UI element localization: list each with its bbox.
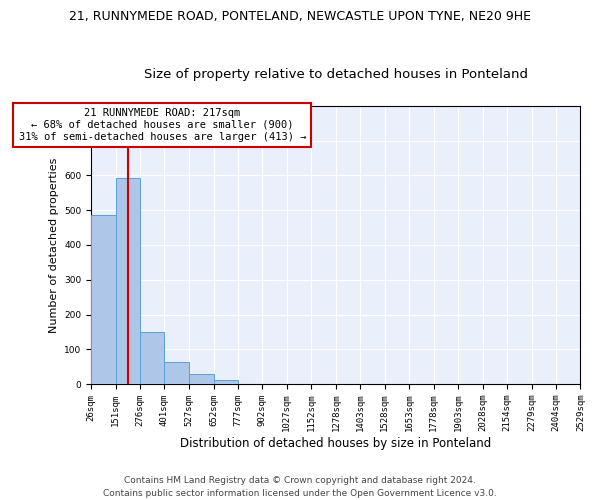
Y-axis label: Number of detached properties: Number of detached properties — [49, 157, 59, 332]
Bar — [140, 332, 164, 384]
X-axis label: Distribution of detached houses by size in Ponteland: Distribution of detached houses by size … — [180, 437, 491, 450]
Bar — [116, 178, 140, 384]
Text: 21, RUNNYMEDE ROAD, PONTELAND, NEWCASTLE UPON TYNE, NE20 9HE: 21, RUNNYMEDE ROAD, PONTELAND, NEWCASTLE… — [69, 10, 531, 23]
Bar — [214, 380, 238, 384]
Bar — [189, 374, 214, 384]
Text: Contains HM Land Registry data © Crown copyright and database right 2024.
Contai: Contains HM Land Registry data © Crown c… — [103, 476, 497, 498]
Bar — [164, 362, 189, 384]
Title: Size of property relative to detached houses in Ponteland: Size of property relative to detached ho… — [144, 68, 528, 81]
Bar — [91, 214, 116, 384]
Text: 21 RUNNYMEDE ROAD: 217sqm
← 68% of detached houses are smaller (900)
31% of semi: 21 RUNNYMEDE ROAD: 217sqm ← 68% of detac… — [19, 108, 306, 142]
